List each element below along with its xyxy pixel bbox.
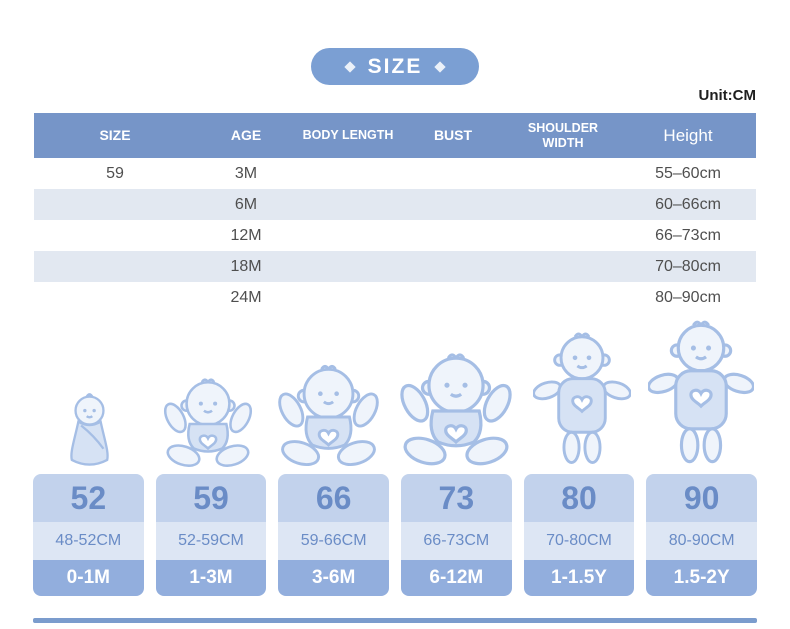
baby-sitting-large-illustration	[394, 353, 517, 470]
size-cards: 52 48-52CM 0-1M 59 52-59CM 1-3M 66 59-66…	[0, 474, 790, 596]
card-number: 59	[155, 474, 267, 522]
card-age: 0-1M	[33, 560, 144, 596]
badge-right-diamond-icon	[434, 60, 447, 73]
table-row: 18M 70–80cm	[34, 251, 756, 282]
table-row: 24M 80–90cm	[34, 282, 756, 313]
cell-shoulder-width	[506, 158, 620, 189]
card-number: 66	[278, 474, 389, 522]
cell-shoulder-width	[506, 220, 620, 251]
cell-bust	[400, 158, 506, 189]
table-row: 59 3M 55–60cm	[34, 158, 756, 189]
header-age: AGE	[196, 113, 296, 158]
size-card-59: 59 52-59CM 1-3M	[155, 474, 267, 596]
card-range: 48-52CM	[33, 522, 144, 560]
cell-age: 24M	[230, 288, 262, 306]
card-age: 1-1.5Y	[523, 560, 635, 596]
cell-body-length	[296, 251, 400, 282]
card-number: 90	[646, 474, 757, 522]
bottom-partial-bar	[33, 618, 757, 623]
cell-shoulder-width	[506, 251, 620, 282]
card-age: 6-12M	[400, 560, 512, 596]
baby-illustrations	[0, 313, 790, 473]
cell-bust	[400, 282, 506, 313]
size-card-73: 73 66-73CM 6-12M	[400, 474, 512, 596]
cell-body-length	[296, 158, 400, 189]
cell-age: 18M	[196, 251, 296, 282]
cell-bust	[400, 251, 506, 282]
header-size: SIZE	[34, 113, 196, 158]
cell-body-length	[296, 189, 400, 220]
baby-sitting-small-illustration	[159, 378, 257, 471]
cell-height: 70–80cm	[620, 251, 756, 282]
card-range: 66-73CM	[400, 522, 512, 560]
card-age: 3-6M	[278, 560, 389, 596]
card-range: 52-59CM	[155, 522, 267, 560]
card-range: 80-90CM	[646, 522, 757, 560]
card-age: 1-3M	[155, 560, 267, 596]
cell-height: 60–66cm	[620, 189, 756, 220]
card-age: 1.5-2Y	[646, 560, 757, 596]
cell-body-length	[296, 282, 400, 313]
badge-row: SIZE	[0, 0, 790, 85]
baby-sitting-medium-illustration	[272, 364, 384, 471]
size-card-90: 90 80-90CM 1.5-2Y	[646, 474, 757, 596]
size-badge: SIZE	[311, 48, 479, 85]
cell-size	[34, 189, 196, 220]
cell-shoulder-width	[506, 189, 620, 220]
baby-standing-large-illustration	[647, 320, 754, 464]
cell-size	[34, 282, 196, 313]
size-card-52: 52 48-52CM 0-1M	[33, 474, 144, 596]
cell-height: 66–73cm	[655, 226, 721, 244]
badge-left-diamond-icon	[343, 60, 356, 73]
unit-label: Unit:CM	[698, 87, 756, 104]
card-number: 52	[33, 474, 144, 522]
baby-swaddle-illustration	[70, 393, 109, 466]
size-card-66: 66 59-66CM 3-6M	[278, 474, 389, 596]
header-bust: BUST	[400, 113, 506, 158]
card-range: 70-80CM	[523, 522, 635, 560]
header-body-length: BODY LENGTH	[296, 113, 400, 158]
table-header-row: SIZE AGE BODY LENGTH BUST SHOULDER WIDTH…	[34, 113, 756, 158]
cell-size: 59	[106, 164, 124, 182]
card-number: 73	[400, 474, 512, 522]
cell-shoulder-width	[506, 282, 620, 313]
table-row: 12M 66–73cm	[34, 220, 756, 251]
cell-bust	[400, 220, 506, 251]
cell-age: 6M	[196, 189, 296, 220]
card-number: 80	[523, 474, 635, 522]
cell-age: 3M	[234, 164, 258, 182]
size-table: SIZE AGE BODY LENGTH BUST SHOULDER WIDTH…	[34, 113, 756, 313]
baby-standing-small-illustration	[532, 332, 631, 464]
header-shoulder-width: SHOULDER WIDTH	[506, 113, 620, 158]
cell-bust	[400, 189, 506, 220]
cell-height: 80–90cm	[655, 288, 721, 306]
cell-size	[34, 251, 196, 282]
card-range: 59-66CM	[278, 522, 389, 560]
size-badge-label: SIZE	[367, 54, 423, 78]
cell-height: 55–60cm	[655, 164, 721, 182]
cell-size	[34, 220, 196, 251]
header-height: Height	[620, 113, 756, 158]
table-row: 6M 60–66cm	[34, 189, 756, 220]
cell-body-length	[296, 220, 400, 251]
cell-age: 12M	[230, 226, 262, 244]
size-card-80: 80 70-80CM 1-1.5Y	[523, 474, 635, 596]
